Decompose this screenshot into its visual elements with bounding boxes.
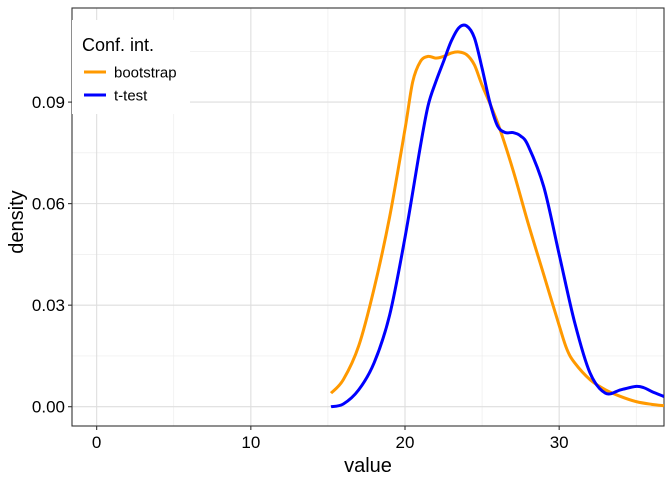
x-axis-title: value bbox=[344, 455, 392, 477]
legend-title: Conf. int. bbox=[82, 35, 154, 55]
series-line-t-test bbox=[330, 23, 664, 409]
panel-border bbox=[71, 7, 665, 427]
y-tick-label-0: 0.00 bbox=[32, 398, 65, 417]
x-tick-label-0: 0 bbox=[92, 433, 101, 452]
series-lines bbox=[329, 23, 664, 409]
grid-lines bbox=[72, 8, 664, 426]
legend-label-t-test: t-test bbox=[114, 88, 148, 105]
y-tick-label-3: 0.09 bbox=[32, 93, 65, 112]
x-tick-label-3: 30 bbox=[550, 433, 569, 452]
x-tick-label-2: 20 bbox=[396, 433, 415, 452]
legend-background bbox=[72, 20, 190, 114]
legend: Conf. int. bootstrap t-test bbox=[72, 20, 190, 114]
y-axis-title: density bbox=[6, 190, 28, 253]
axes: 0 10 20 30 0.00 0.03 0.06 0.09 bbox=[32, 93, 569, 452]
x-tick-label-1: 10 bbox=[241, 433, 260, 452]
series-line-bootstrap bbox=[329, 50, 664, 408]
y-tick-label-2: 0.06 bbox=[32, 195, 65, 214]
legend-label-bootstrap: bootstrap bbox=[114, 65, 177, 82]
y-tick-label-1: 0.03 bbox=[32, 296, 65, 315]
